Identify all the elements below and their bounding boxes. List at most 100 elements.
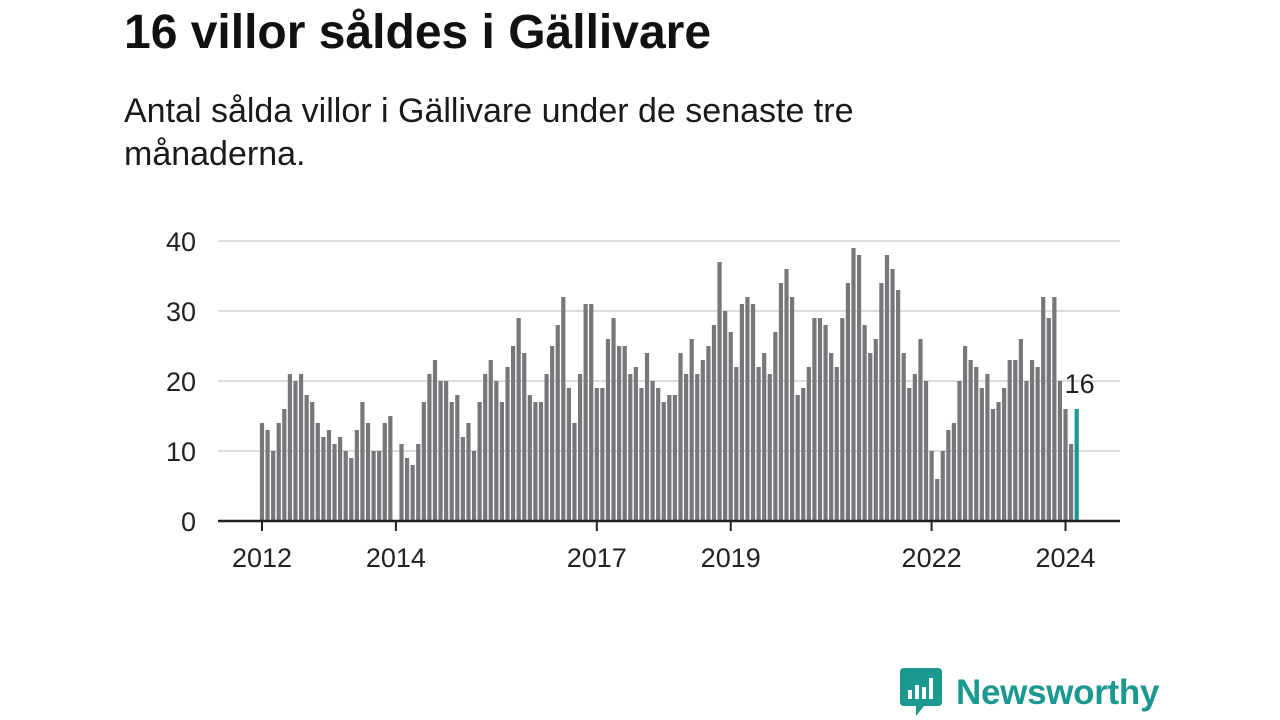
bar xyxy=(968,360,973,521)
bar xyxy=(522,353,527,521)
bar xyxy=(382,423,387,521)
bar xyxy=(455,395,460,521)
bar xyxy=(1069,444,1074,521)
bar xyxy=(639,388,644,521)
bar xyxy=(438,381,443,521)
bar xyxy=(544,374,549,521)
bar xyxy=(890,269,895,521)
bar xyxy=(410,465,415,521)
highlight-value-label: 16 xyxy=(1065,369,1095,399)
bar xyxy=(834,367,839,521)
bar xyxy=(974,367,979,521)
bar xyxy=(1029,360,1035,521)
bar xyxy=(561,297,566,521)
y-tick-label: 30 xyxy=(166,297,196,327)
bar xyxy=(923,381,929,521)
bar xyxy=(650,381,655,521)
bar xyxy=(1035,367,1040,521)
bar xyxy=(1041,297,1046,521)
bar xyxy=(499,402,505,521)
bar xyxy=(477,402,482,521)
bar xyxy=(812,318,817,521)
bar xyxy=(884,255,890,521)
bar-highlight xyxy=(1074,409,1079,521)
bar xyxy=(935,479,940,521)
bar xyxy=(354,430,359,521)
x-tick-label: 2019 xyxy=(701,543,761,573)
bars xyxy=(259,248,1079,521)
bar xyxy=(762,353,767,521)
bar xyxy=(896,290,901,521)
bar xyxy=(271,451,276,521)
bar xyxy=(1046,318,1051,521)
bar xyxy=(672,395,678,521)
bar xyxy=(862,325,867,521)
bar xyxy=(633,367,638,521)
bar xyxy=(856,255,862,521)
bar xyxy=(516,318,521,521)
bar xyxy=(605,339,611,521)
bar xyxy=(421,402,426,521)
tick-labels: 0 10 20 30 40 16 2012 2014 2017 2019 2022 2024 xyxy=(166,227,1096,573)
bar xyxy=(332,444,337,521)
bar xyxy=(990,409,996,521)
bar xyxy=(873,339,878,521)
bar xyxy=(773,332,778,521)
bar xyxy=(628,374,633,521)
bar xyxy=(265,430,270,521)
bar xyxy=(594,388,599,521)
bar xyxy=(918,339,923,521)
x-tick-label: 2017 xyxy=(567,543,627,573)
bar xyxy=(700,360,705,521)
bar xyxy=(527,395,532,521)
bar xyxy=(388,416,393,521)
bar xyxy=(259,423,265,521)
bar xyxy=(416,444,421,521)
bar xyxy=(656,388,661,521)
bar xyxy=(583,304,588,521)
bar xyxy=(365,423,371,521)
bar xyxy=(840,318,845,521)
bar xyxy=(907,388,912,521)
bar xyxy=(962,346,968,521)
bar xyxy=(795,395,800,521)
bar xyxy=(282,409,287,521)
bar xyxy=(1002,388,1007,521)
bar xyxy=(572,423,577,521)
bar xyxy=(589,304,594,521)
bar xyxy=(756,367,761,521)
newsworthy-logo[interactable]: Newsworthy xyxy=(900,668,1159,716)
x-tick-label: 2022 xyxy=(902,543,962,573)
bar xyxy=(683,374,689,521)
bar xyxy=(879,283,884,521)
bar xyxy=(304,395,309,521)
bar xyxy=(555,325,560,521)
bar xyxy=(985,374,990,521)
bar xyxy=(511,346,516,521)
page-subtitle: Antal sålda villor i Gällivare under de … xyxy=(124,92,854,173)
axes xyxy=(218,519,1120,531)
bar xyxy=(829,353,834,521)
bar xyxy=(940,451,945,521)
bar xyxy=(661,402,666,521)
bar xyxy=(377,451,382,521)
bar xyxy=(449,402,454,521)
bar xyxy=(310,402,315,521)
bar xyxy=(550,346,555,521)
bar xyxy=(1052,297,1057,521)
bar xyxy=(778,283,784,521)
bar xyxy=(728,332,733,521)
bar xyxy=(817,318,823,521)
bar xyxy=(845,283,850,521)
bar xyxy=(946,430,951,521)
bar xyxy=(1018,339,1023,521)
bar xyxy=(427,374,432,521)
bar xyxy=(471,451,477,521)
bar xyxy=(404,458,410,521)
y-tick-label: 40 xyxy=(166,227,196,257)
bar xyxy=(901,353,906,521)
bar xyxy=(823,325,828,521)
bar xyxy=(371,451,376,521)
bar xyxy=(399,444,404,521)
